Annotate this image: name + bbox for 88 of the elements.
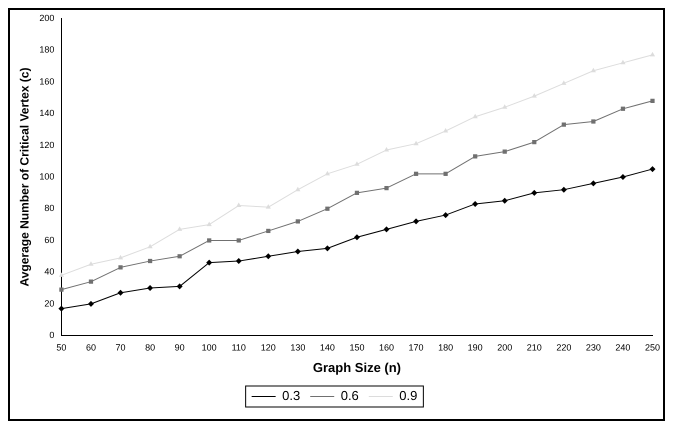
x-tick-label: 220 [556,342,572,352]
y-tick-label: 200 [39,12,54,23]
point [649,166,656,172]
y-tick-label: 180 [39,44,54,55]
point [502,150,507,154]
point [296,219,300,224]
point [266,228,270,234]
y-tick-label: 60 [44,234,54,245]
x-tick-label: 50 [56,342,66,352]
x-tick-label: 100 [202,342,217,352]
point [443,128,448,133]
point [620,60,626,64]
x-tick-label: 160 [378,342,394,352]
point [354,234,360,240]
x-tick-label: 210 [526,342,542,352]
point [413,140,419,146]
point [58,272,64,277]
point [118,290,124,296]
point [620,106,626,111]
point [442,212,449,218]
point [236,202,242,208]
point [413,218,420,224]
y-tick-label: 40 [44,266,54,277]
y-tick-label: 120 [39,140,54,150]
point [414,172,418,176]
point [560,186,567,193]
point [88,300,94,307]
point [294,248,301,255]
x-tick-label: 150 [349,342,364,352]
y-tick-label: 140 [39,108,54,118]
point [206,222,212,226]
y-tick-label: 80 [44,203,54,214]
point [178,254,182,258]
point [473,154,478,159]
x-tick-label: 90 [174,342,185,352]
point [620,174,626,180]
point [354,161,360,166]
point [324,245,330,252]
x-tick-label: 200 [497,342,512,352]
legend-label: 0.9 [399,388,418,404]
point [562,122,566,127]
y-tick-label: 160 [39,76,54,86]
point [206,260,212,266]
point [590,180,596,186]
point [118,254,124,260]
x-tick-label: 80 [145,342,156,352]
point [88,261,94,266]
point [531,190,538,196]
point [147,244,153,248]
x-tick-label: 180 [438,342,454,352]
x-tick-label: 250 [644,342,660,352]
x-tick-label: 110 [232,342,246,352]
x-tick-label: 120 [260,342,276,352]
point [472,200,478,207]
y-tick-label: 0 [49,330,54,340]
point [177,226,182,231]
y-axis-title: Avgerage Number of Critical Vertex (c) [18,68,32,286]
x-tick-label: 230 [586,342,601,352]
point [502,198,508,204]
x-tick-label: 70 [116,342,126,352]
point [236,238,241,243]
point [176,283,183,290]
point [147,285,154,292]
x-tick-label: 190 [468,342,483,352]
point [532,93,537,98]
point [236,258,242,264]
point [325,206,330,211]
x-tick-label: 240 [615,342,630,352]
x-tick-label: 60 [86,342,96,352]
y-tick-label: 100 [39,171,54,182]
x-tick-label: 170 [408,342,424,352]
point [532,140,536,144]
point [354,190,360,195]
point [561,80,566,85]
point [266,204,271,209]
y-tick-label: 20 [44,298,54,308]
point [265,253,272,260]
x-tick-label: 140 [320,342,335,352]
point [58,306,64,312]
x-tick-label: 130 [290,342,306,352]
legend-label: 0.3 [282,388,300,404]
legend-label: 0.6 [340,388,359,404]
point [207,238,212,243]
point [88,280,94,284]
point [443,172,448,176]
point [650,52,656,56]
x-axis-title: Graph Size (n) [312,360,402,375]
point [384,226,390,232]
